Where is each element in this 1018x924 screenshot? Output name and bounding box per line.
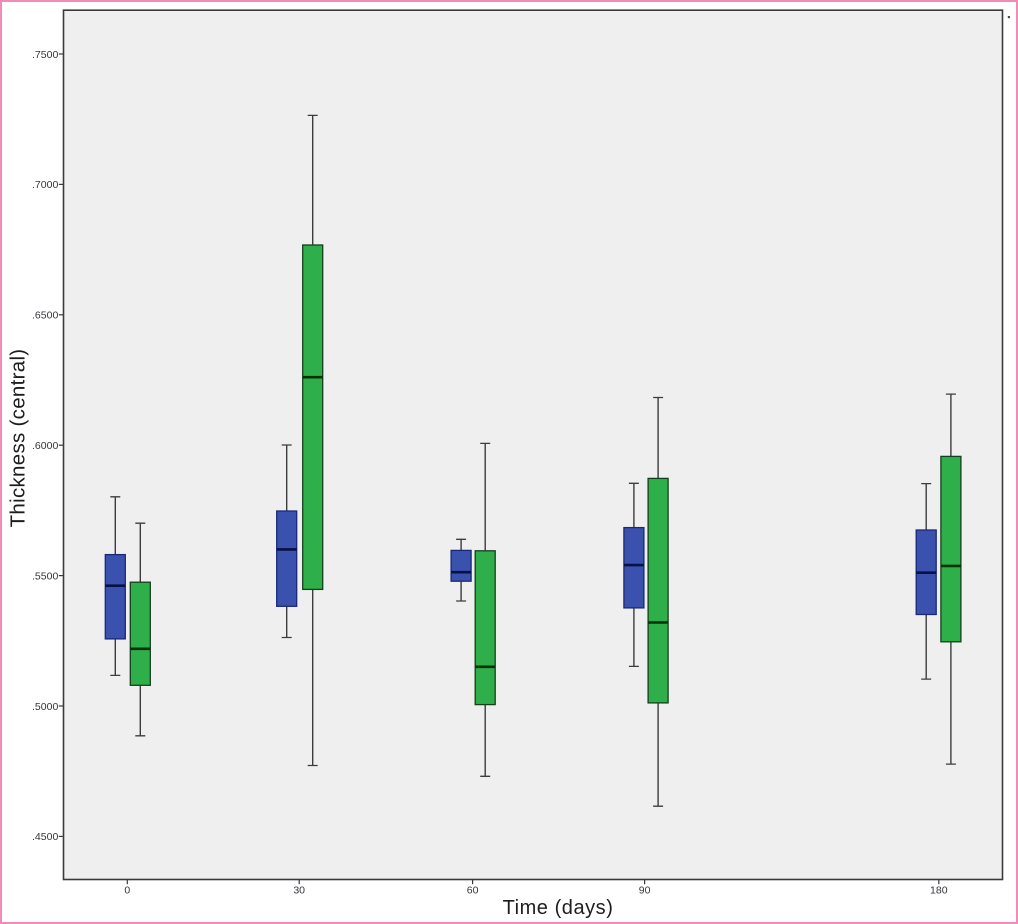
svg-text:.7000: .7000 [32,179,58,191]
svg-text:180: 180 [930,885,948,897]
svg-text:90: 90 [639,885,651,897]
svg-text:0: 0 [124,885,130,897]
svg-text:Thickness (central): Thickness (central) [7,349,30,528]
svg-text:.5000: .5000 [32,701,58,713]
svg-text:.4500: .4500 [32,831,58,843]
svg-text:.6500: .6500 [32,310,58,322]
svg-text:.7500: .7500 [32,49,58,61]
svg-text:.5500: .5500 [32,570,58,582]
svg-text:.6000: .6000 [32,440,58,452]
svg-text:30: 30 [293,885,305,897]
svg-text:60: 60 [467,885,479,897]
svg-text:Time (days): Time (days) [503,897,614,919]
